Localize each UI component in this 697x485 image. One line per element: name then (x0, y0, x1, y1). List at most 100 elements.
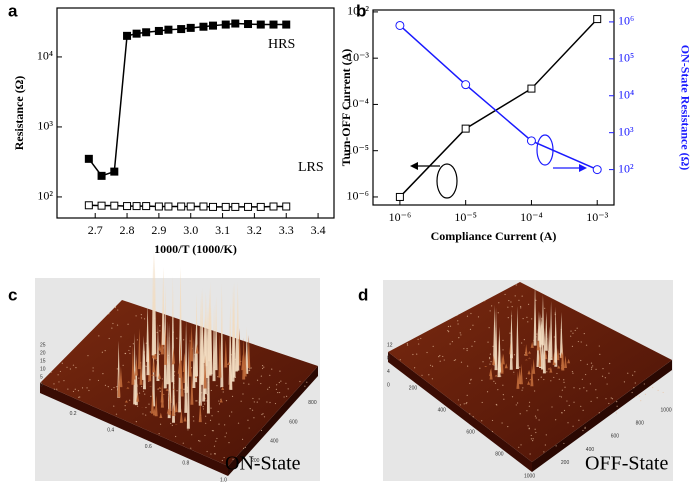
surface-speck (210, 407, 212, 409)
surface-speck (522, 387, 524, 389)
surface-speck (158, 353, 161, 355)
surface-speck (491, 419, 494, 422)
surface-speck (107, 386, 109, 388)
surface-speck (228, 442, 230, 444)
surface-speck (598, 345, 600, 347)
panel-label: a (8, 1, 18, 20)
surface-speck (224, 436, 226, 438)
surface-spike (247, 334, 251, 369)
surface-speck (544, 444, 546, 446)
surface-speck (555, 445, 557, 447)
z-tick-label: 15 (40, 358, 46, 364)
surface-spike (117, 369, 121, 398)
surface-speck (117, 309, 119, 311)
surface-speck (520, 307, 522, 309)
surface-spike (137, 328, 141, 370)
surface-speck (199, 440, 201, 442)
surface-speck (241, 438, 244, 441)
surface-speck (595, 389, 597, 391)
plot-frame (372, 9, 615, 206)
marker (142, 28, 151, 37)
surface-speck (489, 310, 491, 312)
surface-speck (503, 398, 505, 400)
surface-speck (183, 339, 185, 341)
surface-spike (190, 370, 194, 405)
surface-speck (482, 361, 484, 363)
surface-speck (306, 381, 308, 383)
x-tick-label: 3.4 (311, 223, 326, 237)
surface-speck (574, 329, 576, 332)
marker (142, 202, 151, 211)
surface-speck (170, 422, 172, 425)
surface-speck (159, 390, 161, 392)
surface-speck (276, 384, 278, 386)
surface-spike (538, 346, 542, 367)
surface-speck (206, 450, 208, 453)
surface-speck (580, 359, 582, 362)
surface-spike (179, 408, 183, 423)
marker (123, 202, 132, 211)
surface-speck (116, 385, 118, 388)
surface-speck (489, 363, 491, 365)
surface-spike (541, 330, 545, 370)
surface-speck (53, 383, 55, 385)
surface-spike (504, 363, 508, 369)
surface-speck (215, 440, 217, 442)
marker (110, 201, 119, 210)
surface-spike (203, 355, 207, 389)
y-axis-title: Resistance (Ω) (12, 76, 26, 151)
surface-speck (504, 293, 506, 296)
marker (154, 202, 163, 211)
surface-spike (516, 371, 520, 389)
surface-speck (563, 442, 565, 445)
surface-speck (176, 337, 178, 339)
surface-spike (158, 386, 162, 389)
surface-speck (489, 358, 491, 360)
surface-spike (220, 283, 224, 388)
y-tick-label: 200 (561, 460, 570, 466)
surface-speck (571, 370, 574, 373)
surface-speck (460, 361, 463, 363)
surface-spike (537, 310, 541, 341)
surface-speck (469, 382, 471, 385)
surface-speck (432, 345, 434, 347)
surface-speck (516, 402, 519, 404)
surface-spike (134, 358, 138, 376)
surface-speck (129, 399, 131, 401)
surface-speck (161, 378, 163, 380)
surface-speck (218, 400, 220, 402)
arrowhead (410, 162, 418, 170)
surface-speck (279, 370, 281, 372)
surface-speck (551, 406, 553, 408)
surface-spike (556, 347, 560, 361)
surface-speck (145, 406, 147, 409)
surface-speck (223, 456, 225, 459)
x-axis-title: 1000/T (1000/K) (154, 242, 237, 256)
surface-speck (571, 345, 574, 347)
surface-speck (616, 401, 618, 403)
surface-speck (72, 364, 75, 366)
y2-axis-title: ON-State Resistance (Ω) (678, 45, 692, 171)
marker (231, 19, 240, 28)
surface-speck (540, 376, 542, 378)
surface-speck (470, 379, 472, 381)
surface-spike (492, 304, 496, 366)
y-tick-label: 10⁻⁴ (346, 96, 369, 110)
surface-speck (112, 322, 114, 325)
x-tick-label: 10⁻³ (586, 210, 608, 224)
surface-spike (172, 388, 176, 390)
surface-speck (521, 342, 523, 344)
surface-speck (277, 391, 279, 394)
surface-speck (260, 429, 263, 432)
surface-speck (513, 371, 515, 373)
surface-spike (184, 319, 188, 393)
surface-speck (191, 434, 193, 436)
surface-speck (610, 397, 612, 399)
surface-speck (40, 382, 42, 384)
surface-speck (209, 419, 212, 421)
surface-speck (250, 367, 252, 369)
surface-spike (236, 281, 240, 371)
surface-speck (431, 378, 433, 380)
surface-speck (634, 382, 636, 384)
surface-speck (537, 409, 539, 411)
